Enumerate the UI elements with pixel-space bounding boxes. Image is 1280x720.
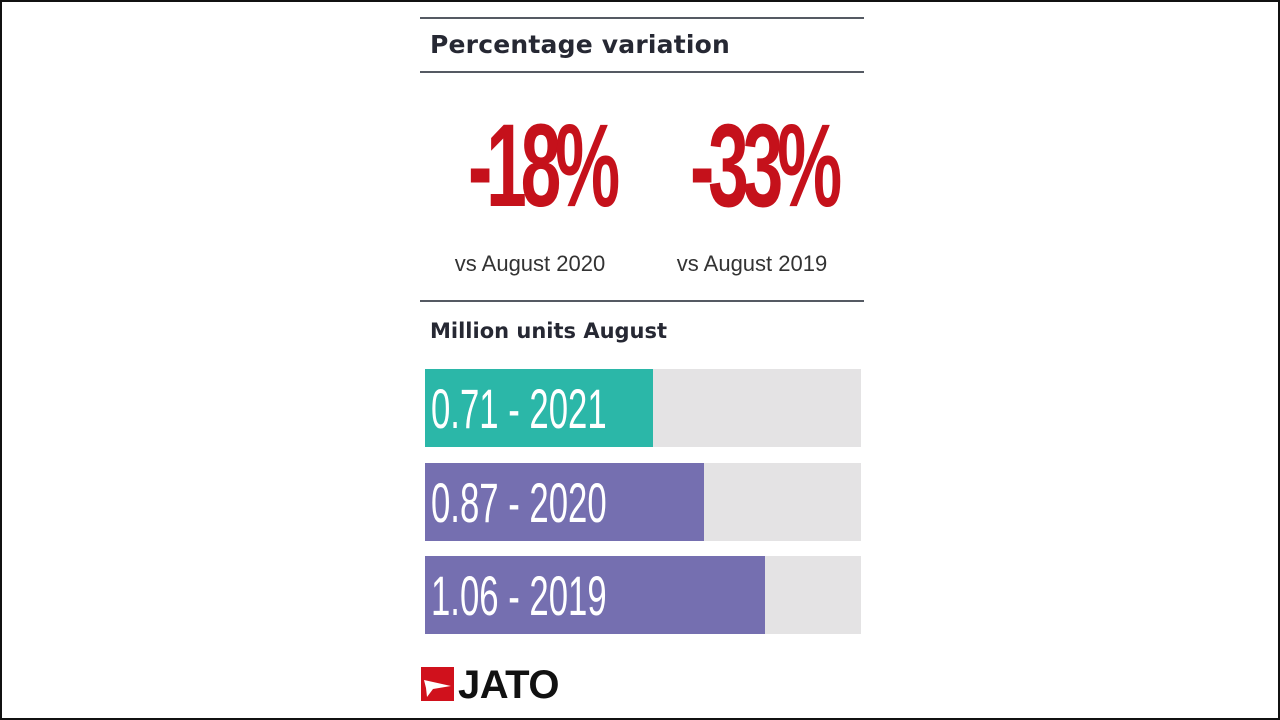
bar-2021	[425, 369, 653, 447]
bar-label-2021: 0.71 - 2021	[431, 377, 607, 440]
bar-2020	[425, 463, 704, 541]
stat-value: -18%	[468, 100, 620, 232]
jato-wordmark: JATO	[458, 663, 560, 707]
bar-2019	[425, 556, 765, 634]
top-divider	[420, 17, 864, 19]
bar-track-2020: 0.87 - 2020	[425, 463, 861, 541]
bar-label-2019: 1.06 - 2019	[431, 564, 607, 627]
stat-vs-2019: -33% vs August 2019	[652, 101, 852, 277]
section-divider	[420, 300, 864, 302]
percentage-variation-title: Percentage variation	[430, 30, 730, 59]
title-divider	[420, 71, 864, 73]
bar-track-2019: 1.06 - 2019	[425, 556, 861, 634]
stat-caption: vs August 2020	[454, 251, 606, 276]
jato-flag-icon	[421, 667, 454, 701]
million-units-title: Million units August	[430, 319, 668, 343]
stat-value: -33%	[690, 100, 842, 232]
stat-caption: vs August 2019	[676, 251, 828, 276]
stat-vs-2020: -18% vs August 2020	[430, 101, 630, 277]
bar-label-2020: 0.87 - 2020	[431, 471, 607, 534]
bar-track-2021: 0.71 - 2021	[425, 369, 861, 447]
